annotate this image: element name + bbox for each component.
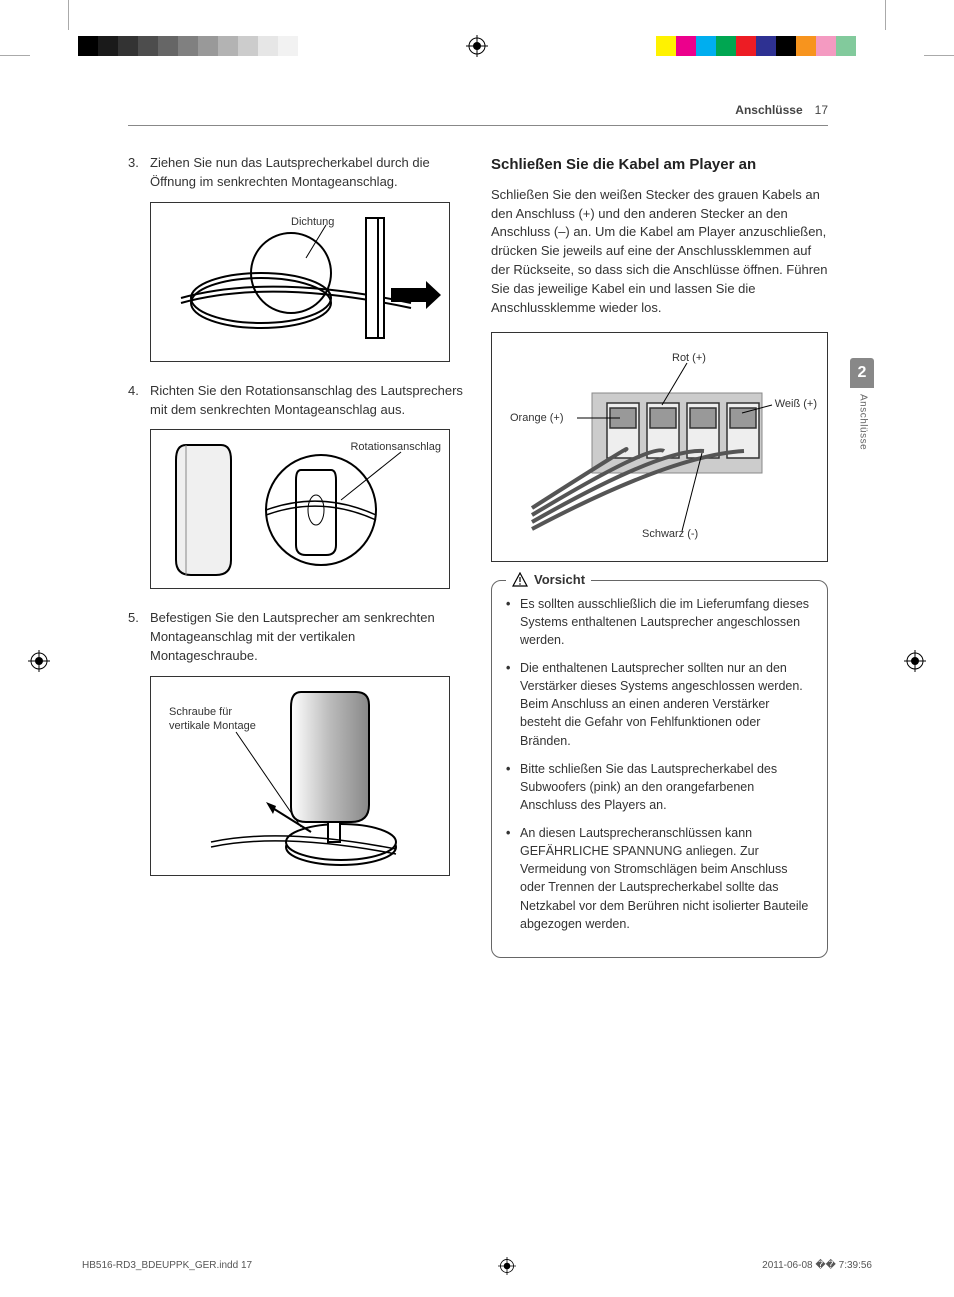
header-page-number: 17 <box>815 102 828 119</box>
figure-label-rotation: Rotationsanschlag <box>350 440 441 456</box>
step-4: 4. Richten Sie den Rotationsanschlag des… <box>128 382 465 420</box>
footer-filename: HB516-RD3_BDEUPPK_GER.indd 17 <box>82 1259 252 1274</box>
step-number: 4. <box>128 382 150 420</box>
step-5: 5. Befestigen Sie den Lautsprecher am se… <box>128 609 465 666</box>
caution-label: Vorsicht <box>534 571 585 590</box>
header-section-label: Anschlüsse <box>735 102 802 119</box>
left-column: 3. Ziehen Sie nun das Lautsprecherkabel … <box>128 154 465 958</box>
registration-mark-icon <box>28 650 50 672</box>
figure-label-screw-line2: vertikale Montage <box>169 719 256 735</box>
registration-mark-icon <box>498 1257 516 1275</box>
registration-mark-icon <box>904 650 926 672</box>
connector-label-orange: Orange (+) <box>510 411 564 427</box>
body-paragraph: Schließen Sie den weißen Stecker des gra… <box>491 186 828 318</box>
step-text: Befestigen Sie den Lautsprecher am senkr… <box>150 609 465 666</box>
connector-label-weiss: Weiß (+) <box>775 397 817 413</box>
print-footer: HB516-RD3_BDEUPPK_GER.indd 17 2011-06-08… <box>82 1257 872 1275</box>
step-text: Ziehen Sie nun das Lautsprecherkabel dur… <box>150 154 465 192</box>
caution-list: Es sollten ausschließlich die im Lieferu… <box>506 595 813 933</box>
caution-item: An diesen Lautsprecheranschlüssen kann G… <box>506 824 813 933</box>
step-number: 5. <box>128 609 150 666</box>
connector-label-schwarz: Schwarz (-) <box>642 527 698 543</box>
figure-connector-terminals: Rot (+) Weiß (+) Orange (+) Schwarz (-) <box>491 332 828 562</box>
chapter-tab: 2 Anschlüsse <box>850 358 874 548</box>
caution-item: Die enthaltenen Lautsprecher sollten nur… <box>506 659 813 750</box>
caution-item: Bitte schließen Sie das Lautsprecherkabe… <box>506 760 813 814</box>
chapter-number: 2 <box>850 358 874 388</box>
figure-label-dichtung: Dichtung <box>291 215 334 231</box>
caution-title: Vorsicht <box>506 571 591 590</box>
registration-mark-icon <box>466 35 488 57</box>
subsection-heading: Schließen Sie die Kabel am Player an <box>491 154 828 176</box>
caution-box: Vorsicht Es sollten ausschließlich die i… <box>491 580 828 958</box>
figure-rotation-stop: Rotationsanschlag <box>150 429 450 589</box>
caution-item: Es sollten ausschließlich die im Lieferu… <box>506 595 813 649</box>
warning-triangle-icon <box>512 572 528 588</box>
step-3: 3. Ziehen Sie nun das Lautsprecherkabel … <box>128 154 465 192</box>
step-number: 3. <box>128 154 150 192</box>
connector-label-rot: Rot (+) <box>672 351 706 367</box>
page-header: Anschlüsse 17 <box>128 98 828 126</box>
footer-timestamp: 2011-06-08 �� 7:39:56 <box>762 1259 872 1274</box>
chapter-label: Anschlüsse <box>855 394 870 450</box>
step-text: Richten Sie den Rotationsanschlag des La… <box>150 382 465 420</box>
page-content: Anschlüsse 17 2 Anschlüsse 3. Ziehen Sie… <box>128 98 828 1198</box>
figure-vertical-screw: Schraube für vertikale Montage <box>150 676 450 876</box>
right-column: Schließen Sie die Kabel am Player an Sch… <box>491 154 828 958</box>
figure-seal-ring: Dichtung <box>150 202 450 362</box>
